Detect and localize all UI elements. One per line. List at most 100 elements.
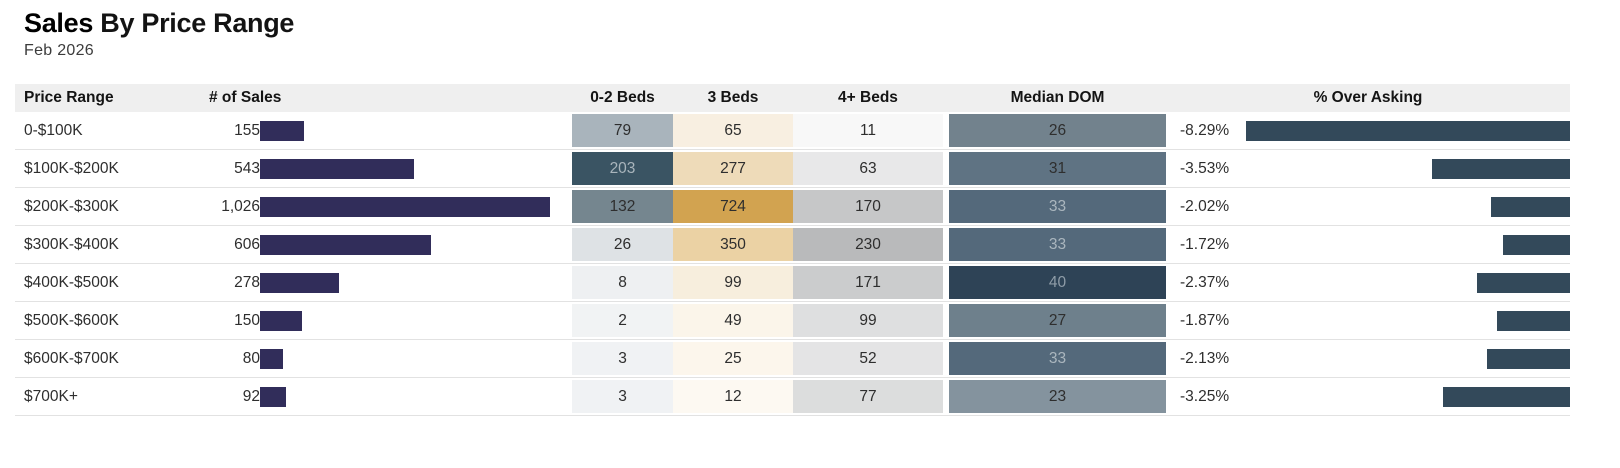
median-dom-value: 31: [949, 152, 1166, 185]
sales-count-value: 80: [242, 349, 260, 367]
beds-3-value: 25: [673, 342, 793, 375]
sales-bar: [260, 158, 414, 179]
report-period: Feb 2026: [24, 42, 95, 59]
price-range-label: $200K-$300K: [24, 197, 119, 215]
beds-3-cell: 25: [673, 340, 793, 377]
sales-bar-cell: [260, 112, 572, 149]
beds-0-2-cell: 79: [572, 112, 673, 149]
sales-count-value: 155: [234, 121, 260, 139]
over-asking-bar-cell: [1246, 112, 1570, 149]
beds-0-2-value: 3: [572, 342, 673, 375]
page-title-bold: Sales: [24, 8, 94, 38]
beds-3-value: 99: [673, 266, 793, 299]
median-dom-value: 33: [949, 190, 1166, 223]
price-range-label: 0-$100K: [24, 121, 83, 139]
beds-0-2-value: 2: [572, 304, 673, 337]
col-header-median-dom: Median DOM: [1010, 89, 1105, 106]
sales-table: Price Range # of Sales 0-2 Beds 3 Beds 4…: [15, 84, 1570, 416]
beds-3-value: 277: [673, 152, 793, 185]
table-body: 0-$100K 155 79 65 11 26 -8.29% $100K-$20…: [15, 112, 1570, 416]
over-asking-bar: [1491, 196, 1570, 217]
price-range-label: $600K-$700K: [24, 349, 119, 367]
col-header-over-asking: % Over Asking: [1313, 89, 1423, 106]
beds-0-2-cell: 8: [572, 264, 673, 301]
over-asking-bar: [1486, 348, 1570, 369]
beds-4plus-cell: 77: [793, 378, 943, 415]
beds-0-2-cell: 2: [572, 302, 673, 339]
sales-bar-cell: [260, 150, 572, 187]
beds-4plus-value: 63: [793, 152, 943, 185]
beds-4plus-value: 52: [793, 342, 943, 375]
beds-3-cell: 49: [673, 302, 793, 339]
sales-count-value: 1,026: [221, 197, 260, 215]
beds-0-2-value: 203: [572, 152, 673, 185]
beds-4plus-value: 230: [793, 228, 943, 261]
sales-bar-cell: [260, 226, 572, 263]
median-dom-value: 33: [949, 342, 1166, 375]
beds-4plus-cell: 171: [793, 264, 943, 301]
beds-4plus-value: 99: [793, 304, 943, 337]
over-asking-bar: [1502, 234, 1570, 255]
median-dom-cell: 40: [949, 264, 1166, 301]
median-dom-value: 27: [949, 304, 1166, 337]
beds-3-value: 12: [673, 380, 793, 413]
beds-4plus-cell: 170: [793, 188, 943, 225]
median-dom-value: 23: [949, 380, 1166, 413]
price-range-label: $500K-$600K: [24, 311, 119, 329]
table-row: 0-$100K 155 79 65 11 26 -8.29%: [15, 112, 1570, 150]
sales-bar: [260, 348, 283, 369]
over-asking-bar: [1432, 158, 1570, 179]
over-asking-bar-cell: [1246, 302, 1570, 339]
over-asking-bar-cell: [1246, 188, 1570, 225]
median-dom-cell: 33: [949, 226, 1166, 263]
price-range-label: $400K-$500K: [24, 273, 119, 291]
beds-4plus-value: 171: [793, 266, 943, 299]
beds-0-2-cell: 203: [572, 150, 673, 187]
median-dom-cell: 33: [949, 340, 1166, 377]
price-range-label: $100K-$200K: [24, 159, 119, 177]
beds-4plus-cell: 63: [793, 150, 943, 187]
sales-bar: [260, 120, 304, 141]
beds-3-cell: 99: [673, 264, 793, 301]
beds-0-2-cell: 3: [572, 378, 673, 415]
over-asking-value: -2.13%: [1180, 349, 1230, 367]
sales-bar: [260, 272, 339, 293]
over-asking-value: -8.29%: [1180, 121, 1230, 139]
median-dom-cell: 27: [949, 302, 1166, 339]
beds-0-2-value: 3: [572, 380, 673, 413]
beds-4plus-value: 77: [793, 380, 943, 413]
beds-0-2-value: 132: [572, 190, 673, 223]
sales-count-value: 150: [234, 311, 260, 329]
over-asking-value: -2.02%: [1180, 197, 1230, 215]
median-dom-cell: 26: [949, 112, 1166, 149]
over-asking-value: -3.25%: [1180, 387, 1230, 405]
sales-bar: [260, 386, 286, 407]
table-row: $400K-$500K 278 8 99 171 40 -2.37%: [15, 264, 1570, 302]
beds-3-cell: 277: [673, 150, 793, 187]
over-asking-bar-cell: [1246, 150, 1570, 187]
over-asking-value: -2.37%: [1180, 273, 1230, 291]
price-range-label: $700K+: [24, 387, 78, 405]
beds-0-2-cell: 132: [572, 188, 673, 225]
beds-4plus-value: 170: [793, 190, 943, 223]
sales-bar-cell: [260, 378, 572, 415]
over-asking-bar-cell: [1246, 378, 1570, 415]
sales-count-value: 278: [234, 273, 260, 291]
page-title: Sales By Price Range: [24, 8, 294, 39]
table-header-row: Price Range # of Sales 0-2 Beds 3 Beds 4…: [15, 84, 1570, 112]
table-row: $500K-$600K 150 2 49 99 27 -1.87%: [15, 302, 1570, 340]
sales-count-value: 543: [234, 159, 260, 177]
median-dom-value: 40: [949, 266, 1166, 299]
table-row: $300K-$400K 606 26 350 230 33 -1.72%: [15, 226, 1570, 264]
over-asking-bar: [1246, 120, 1570, 141]
beds-3-cell: 350: [673, 226, 793, 263]
sales-bar-cell: [260, 264, 572, 301]
over-asking-bar-cell: [1246, 340, 1570, 377]
median-dom-value: 33: [949, 228, 1166, 261]
over-asking-bar: [1477, 272, 1570, 293]
beds-0-2-cell: 3: [572, 340, 673, 377]
page-title-rest: By Price Range: [100, 8, 295, 38]
sales-bar: [260, 234, 432, 255]
beds-0-2-value: 26: [572, 228, 673, 261]
